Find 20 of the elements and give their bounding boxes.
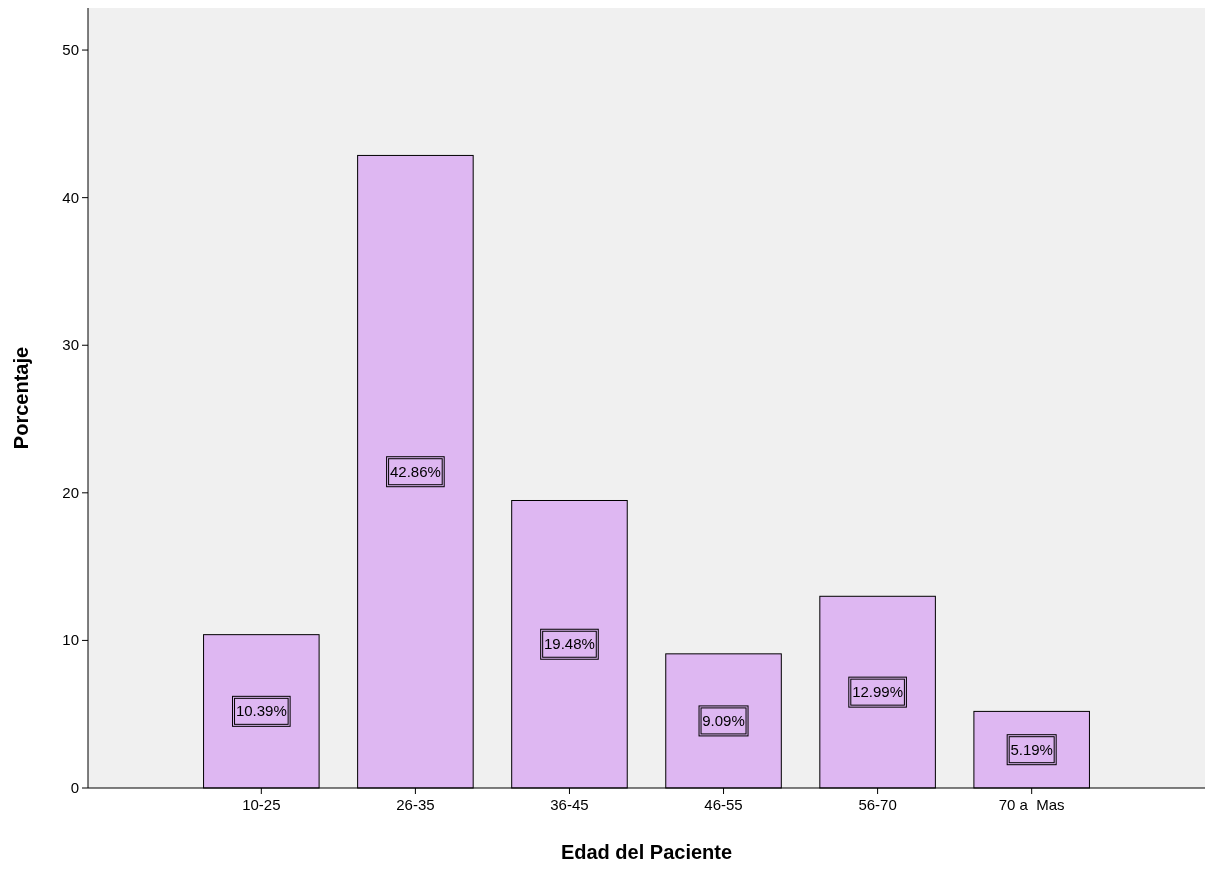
y-axis-title: Porcentaje — [10, 346, 32, 450]
data-label: 19.48% — [544, 635, 595, 653]
y-tick-label: 40 — [62, 188, 79, 206]
y-tick-label: 0 — [70, 779, 79, 796]
x-axis-title: Edad del Paciente — [560, 841, 733, 863]
x-tick-label: 26-35 — [396, 796, 435, 813]
x-tick-label: 10-25 — [242, 796, 281, 813]
data-label: 12.99% — [852, 683, 904, 701]
data-label: 42.86% — [389, 462, 441, 480]
y-tick-label: 10 — [62, 631, 79, 649]
x-tick-label: 70 a Mas — [998, 796, 1065, 813]
x-tick-label: 46-55 — [704, 796, 743, 813]
y-tick-label: 30 — [62, 336, 79, 354]
data-label: 10.39% — [235, 702, 287, 720]
x-tick-label: 36-45 — [550, 796, 589, 813]
x-tick-label: 56-70 — [858, 796, 897, 813]
y-tick-label: 20 — [62, 483, 79, 501]
data-label: 5.19% — [1010, 740, 1053, 758]
data-label: 9.09% — [702, 711, 745, 729]
y-tick-label: 50 — [62, 41, 79, 59]
